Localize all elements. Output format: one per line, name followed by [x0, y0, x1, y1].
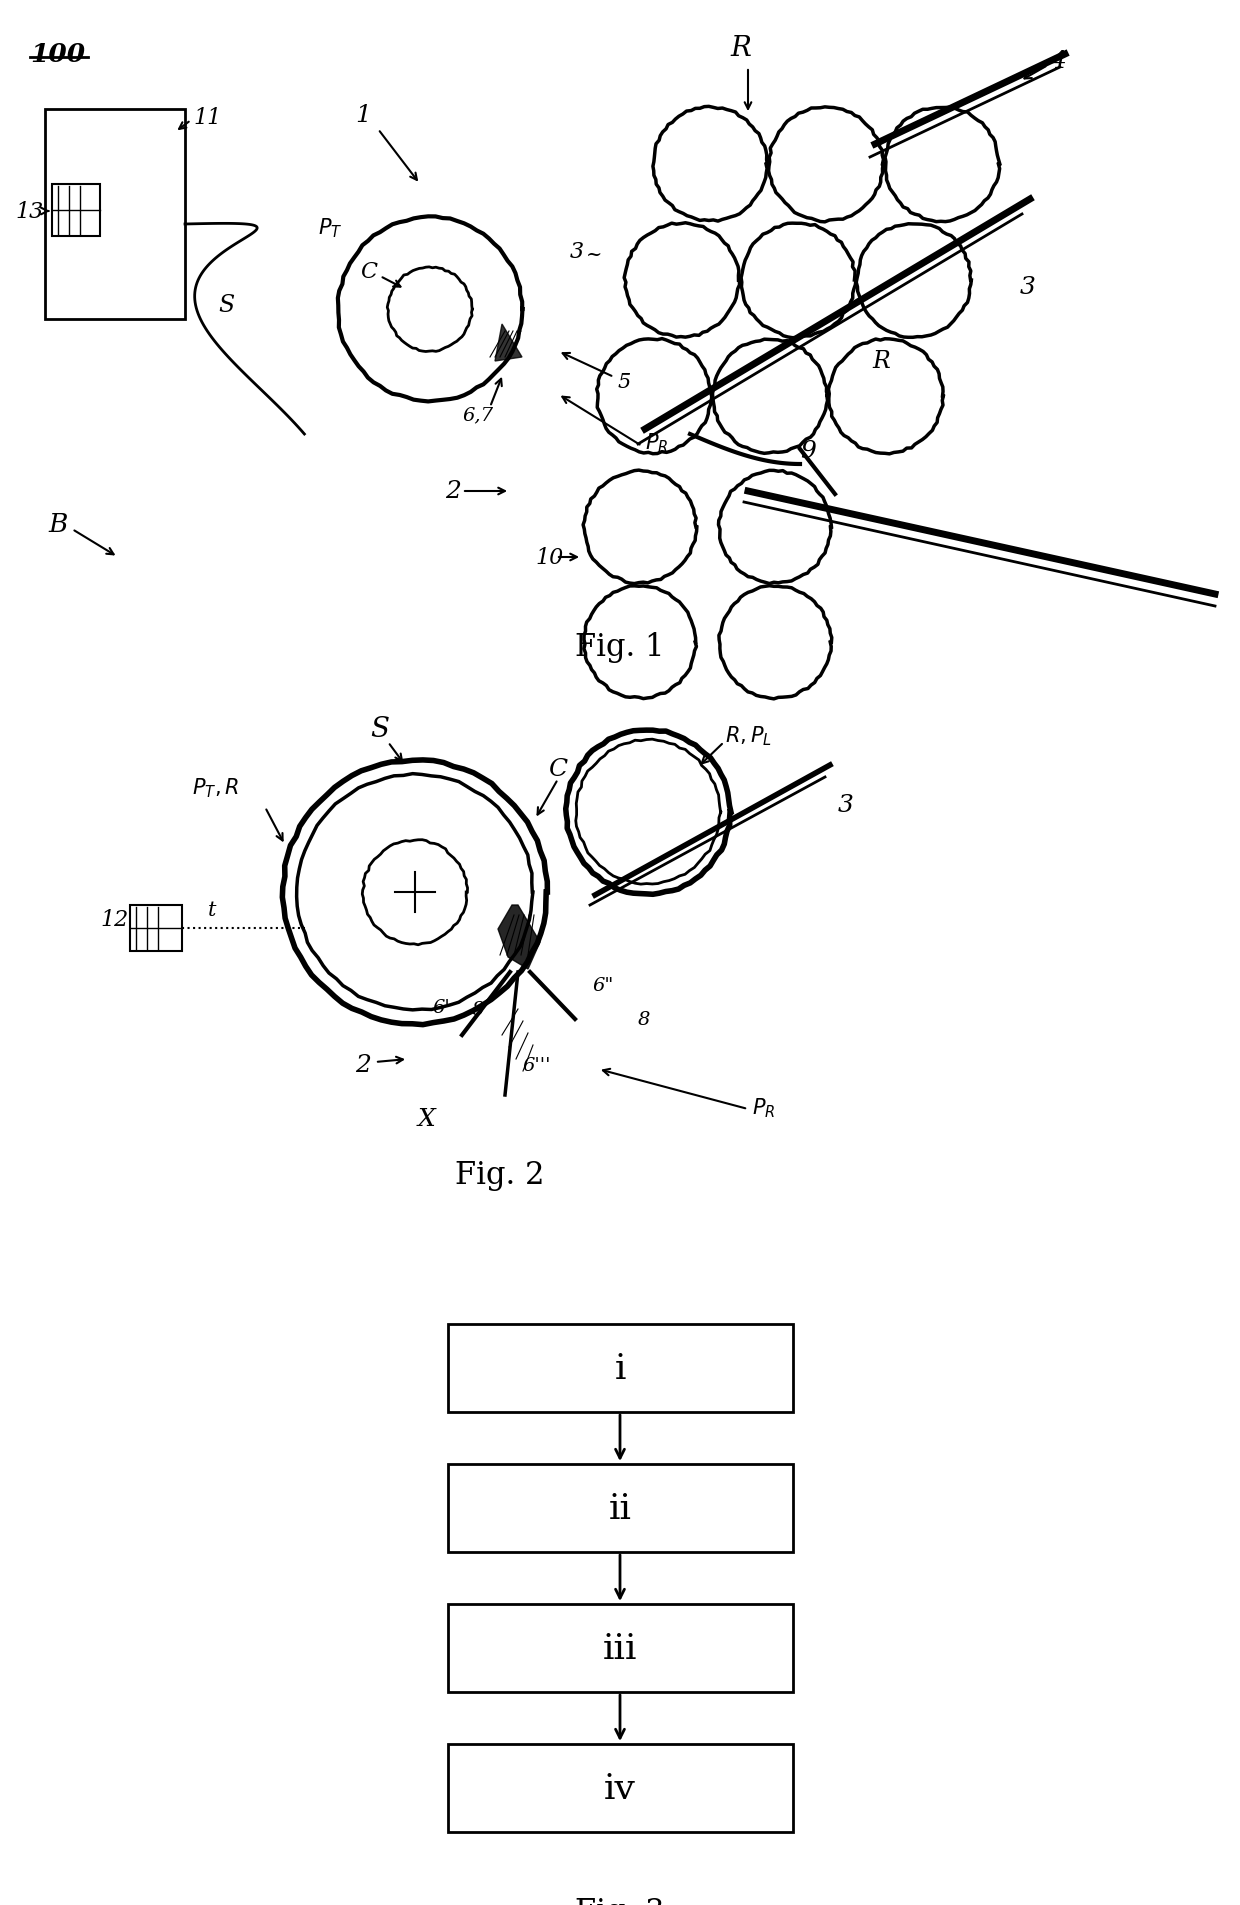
Bar: [52, 185, 100, 236]
Polygon shape: [498, 905, 539, 970]
Text: R: R: [872, 351, 890, 373]
Text: 12: 12: [100, 909, 128, 930]
Text: 11: 11: [193, 107, 221, 130]
Text: 6': 6': [432, 998, 450, 1017]
Text: 6": 6": [591, 977, 614, 994]
Text: S: S: [218, 293, 234, 316]
Text: $P_T$: $P_T$: [317, 215, 342, 240]
Text: ii: ii: [609, 1492, 631, 1526]
Text: 2: 2: [355, 1053, 371, 1076]
Text: 100: 100: [30, 42, 86, 67]
Text: 6,7: 6,7: [463, 406, 494, 423]
Text: R: R: [730, 34, 751, 61]
Text: iv: iv: [604, 1772, 636, 1806]
Text: iii: iii: [603, 1631, 637, 1665]
Text: t: t: [208, 901, 216, 920]
Text: $P_R$: $P_R$: [645, 431, 668, 455]
Text: 8: 8: [472, 1000, 485, 1019]
Text: 1: 1: [355, 103, 371, 126]
Bar: [448, 1324, 792, 1412]
Text: C: C: [360, 261, 377, 282]
Bar: [45, 110, 185, 320]
Text: 8: 8: [639, 1010, 650, 1029]
Polygon shape: [495, 326, 522, 362]
Text: 9: 9: [800, 440, 816, 463]
Text: 3: 3: [838, 794, 854, 817]
Text: 3: 3: [1021, 276, 1035, 299]
Text: 13: 13: [15, 200, 43, 223]
Text: 3: 3: [570, 240, 584, 263]
Text: Fig. 2: Fig. 2: [455, 1160, 544, 1191]
Text: 6''': 6''': [522, 1057, 551, 1074]
Text: $P_R$: $P_R$: [751, 1095, 775, 1120]
Text: Fig. 3: Fig. 3: [575, 1897, 665, 1905]
Text: 10: 10: [534, 547, 563, 570]
Text: S: S: [370, 716, 389, 743]
Text: C: C: [548, 758, 567, 781]
Text: Fig. 1: Fig. 1: [575, 632, 665, 663]
Text: 4: 4: [1050, 50, 1066, 74]
Bar: [448, 1604, 792, 1692]
Text: $R, P_L$: $R, P_L$: [725, 724, 773, 747]
Text: 2: 2: [445, 480, 461, 503]
Text: X: X: [418, 1109, 435, 1132]
Text: ~: ~: [587, 246, 603, 265]
Bar: [448, 1465, 792, 1553]
Text: $P_T, R$: $P_T, R$: [192, 775, 239, 800]
Text: i: i: [614, 1351, 626, 1385]
Bar: [448, 1745, 792, 1833]
Text: B: B: [48, 512, 67, 537]
Bar: [130, 905, 182, 951]
Text: 5: 5: [618, 371, 631, 391]
